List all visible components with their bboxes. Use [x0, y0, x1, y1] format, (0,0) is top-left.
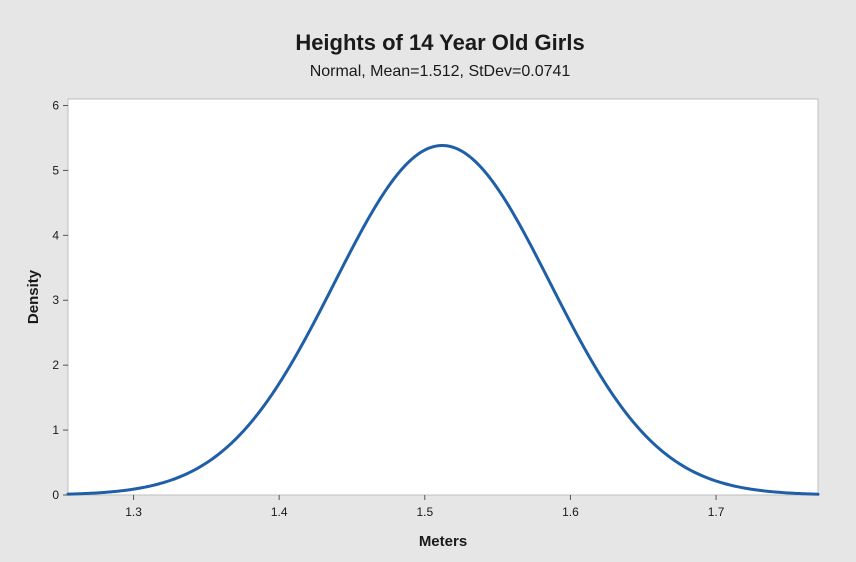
y-tick-label: 3	[52, 293, 59, 307]
y-axis: 0 1 2 3 4 5 6	[52, 98, 68, 502]
plot-area	[67, 98, 819, 496]
x-axis-label: Meters	[419, 533, 467, 550]
density-curve	[66, 144, 820, 496]
x-tick-label: 1.7	[708, 505, 725, 519]
x-tick-label: 1.3	[125, 505, 142, 519]
y-tick-label: 4	[52, 228, 59, 242]
chart-title: Heights of 14 Year Old Girls	[295, 30, 584, 55]
chart-subtitle: Normal, Mean=1.512, StDev=0.0741	[310, 63, 571, 80]
y-axis-label: Density	[25, 269, 42, 324]
y-tick-label: 5	[52, 163, 59, 177]
y-tick-label: 2	[52, 358, 59, 372]
y-tick-label: 0	[52, 488, 59, 502]
x-tick-label: 1.4	[271, 505, 288, 519]
y-tick-label: 6	[52, 98, 59, 112]
x-axis: 1.3 1.4 1.5 1.6 1.7	[125, 495, 725, 519]
y-tick-label: 1	[52, 423, 59, 437]
x-tick-label: 1.6	[562, 505, 579, 519]
x-tick-label: 1.5	[416, 505, 433, 519]
